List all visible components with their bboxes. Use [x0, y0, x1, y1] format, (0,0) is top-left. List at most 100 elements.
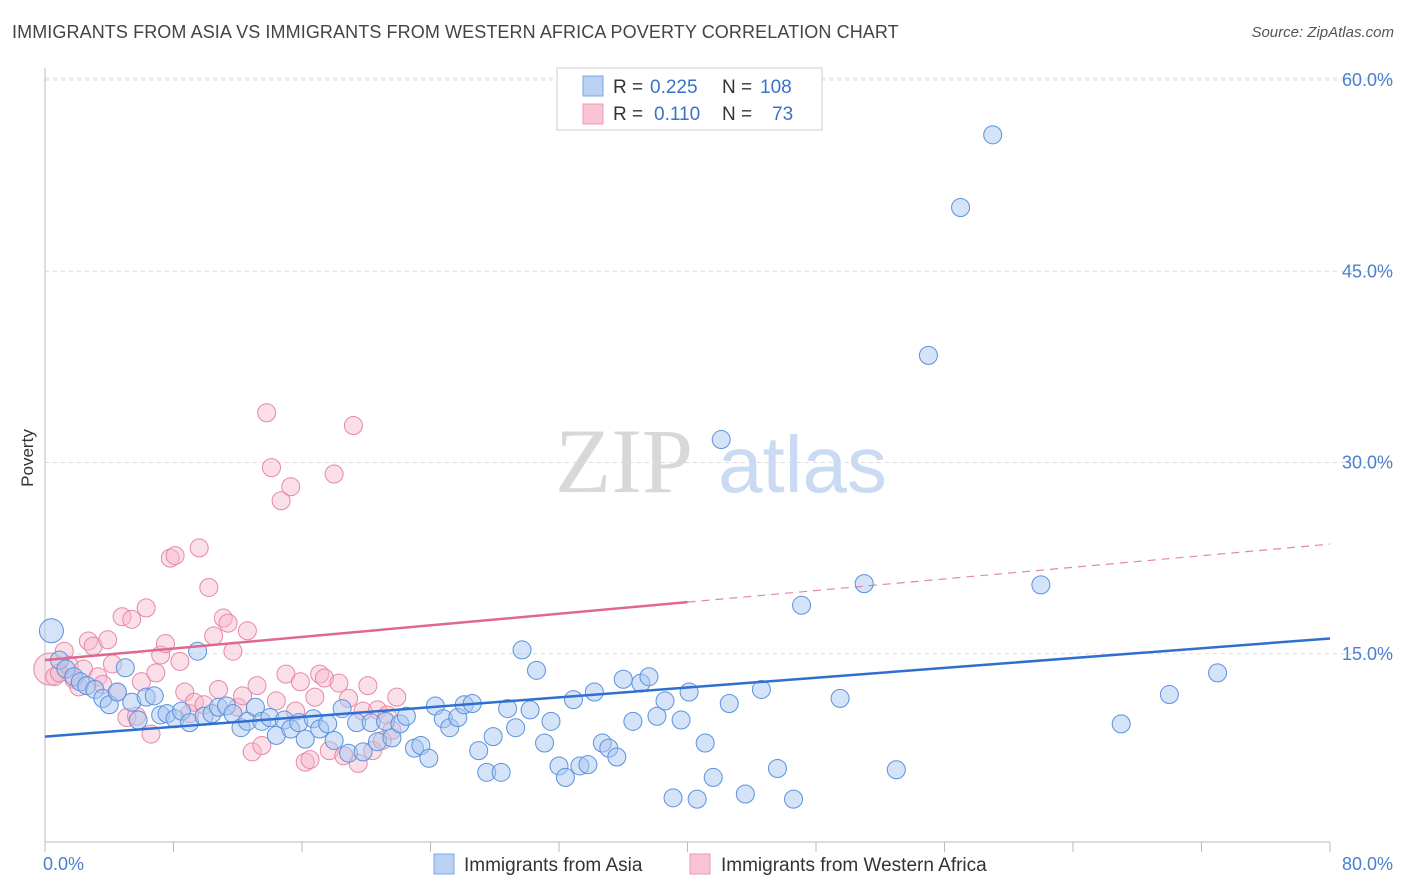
asia-point: [107, 682, 127, 702]
asia-point: [1111, 714, 1131, 734]
asia-point: [128, 710, 148, 730]
africa-point: [247, 676, 267, 696]
africa-point: [329, 673, 349, 693]
asia-trend-line: [44, 637, 1331, 738]
chart-source: Source: ZipAtlas.com: [1251, 24, 1394, 41]
africa-point: [146, 663, 166, 683]
africa-point: [98, 630, 118, 650]
asia-point: [144, 686, 164, 706]
asia-point: [647, 706, 667, 726]
x-tick-labels: 0.0% 80.0%: [43, 854, 1393, 874]
africa-point: [257, 403, 277, 423]
legend-asia-n-label: N =: [722, 77, 752, 98]
asia-point: [498, 699, 518, 719]
africa-point: [271, 491, 291, 511]
asia-point: [527, 660, 547, 680]
asia-point: [506, 718, 526, 738]
x-tick-label: 0.0%: [43, 854, 84, 874]
legend-asia-r-label: R =: [613, 77, 643, 98]
asia-point: [751, 679, 771, 699]
africa-point: [233, 686, 253, 706]
asia-point: [687, 789, 707, 809]
series-legend: Immigrants from Asia Immigrants from Wes…: [433, 853, 987, 876]
africa-point: [237, 621, 257, 641]
africa-point: [175, 682, 195, 702]
asia-point: [792, 595, 812, 615]
trend-lines: [44, 543, 1331, 738]
africa-point: [387, 687, 407, 707]
asia-point: [563, 690, 583, 710]
africa-point: [295, 752, 315, 772]
asia-point: [324, 730, 344, 750]
grid-lines: [45, 77, 1392, 655]
asia-point: [1031, 575, 1051, 595]
legend-asia-r-value: 0.225: [650, 77, 698, 98]
legend-africa-r-label: R =: [613, 104, 643, 125]
asia-point: [784, 789, 804, 809]
africa-point: [160, 548, 180, 568]
asia-point: [396, 706, 416, 726]
y-tick-label: 45.0%: [1342, 261, 1393, 281]
chart-title: IMMIGRANTS FROM ASIA VS IMMIGRANTS FROM …: [12, 22, 899, 42]
africa-trend-line-extension: [687, 543, 1331, 603]
asia-point: [38, 618, 64, 644]
asia-point: [655, 691, 675, 711]
legend-africa-n-value: 73: [772, 104, 793, 125]
africa-point: [165, 546, 185, 566]
asia-point: [623, 711, 643, 731]
africa-point: [266, 691, 286, 711]
asia-point: [1159, 685, 1179, 705]
asia-point: [918, 345, 938, 365]
asia-point: [555, 767, 575, 787]
asia-point: [703, 767, 723, 787]
asia-point: [295, 729, 315, 749]
x-tick-label: 80.0%: [1342, 854, 1393, 874]
asia-point: [318, 714, 338, 734]
bottom-legend-africa-label: Immigrants from Western Africa: [721, 855, 987, 876]
asia-point: [535, 733, 555, 753]
africa-point: [290, 672, 310, 692]
asia-point: [578, 755, 598, 775]
y-tick-labels: 15.0% 30.0% 45.0% 60.0%: [1342, 70, 1393, 664]
asia-point: [541, 711, 561, 731]
asia-point: [719, 693, 739, 713]
legend-asia-swatch: [582, 75, 604, 97]
africa-point: [300, 750, 320, 770]
y-axis-label: Poverty: [18, 429, 37, 487]
asia-point: [512, 640, 532, 660]
watermark: ZIP atlas: [555, 410, 887, 512]
africa-point: [314, 668, 334, 688]
africa-point: [199, 577, 219, 597]
africa-point: [281, 477, 301, 497]
series-asia-points: [38, 125, 1228, 809]
asia-point: [353, 742, 373, 762]
y-tick-label: 15.0%: [1342, 644, 1393, 664]
asia-point: [115, 658, 135, 678]
asia-point: [483, 727, 503, 747]
asia-point: [613, 669, 633, 689]
asia-point: [520, 700, 540, 720]
asia-point: [735, 784, 755, 804]
africa-point: [343, 416, 363, 436]
asia-point: [886, 760, 906, 780]
asia-point: [419, 748, 439, 768]
asia-point: [491, 762, 511, 782]
asia-point: [671, 710, 691, 730]
asia-point: [854, 574, 874, 594]
asia-point: [983, 125, 1003, 145]
y-tick-label: 30.0%: [1342, 453, 1393, 473]
africa-point: [242, 742, 262, 762]
asia-point: [469, 741, 489, 761]
correlation-legend: R = 0.225 N = 108 R = 0.110 N = 73: [556, 67, 823, 131]
africa-point: [170, 651, 190, 671]
legend-africa-r-value: 0.110: [654, 104, 700, 125]
asia-point: [1208, 663, 1228, 683]
africa-point: [252, 736, 272, 756]
africa-point: [261, 458, 281, 478]
asia-point: [639, 667, 659, 687]
axes: [44, 68, 1331, 852]
africa-point: [305, 687, 325, 707]
asia-point: [663, 788, 683, 808]
bottom-legend-asia-label: Immigrants from Asia: [464, 855, 643, 876]
africa-point: [208, 679, 228, 699]
